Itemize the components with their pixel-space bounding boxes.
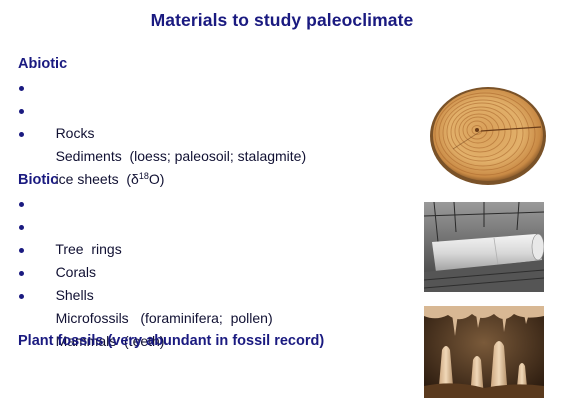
list-item-text: Microfossils (foraminifera; pollen) (55, 310, 273, 326)
isotope-superscript: 18 (138, 171, 149, 181)
bullet-icon (19, 248, 24, 253)
list-item: Sediments (loess; paleosoil; stalagmite) (18, 99, 306, 164)
abiotic-heading: Abiotic (18, 56, 68, 72)
list-item-text-prefix: ice sheets (δ (55, 171, 139, 187)
list-item-text: Tree rings (55, 241, 122, 257)
list-item: ice sheets (δ18O) (18, 122, 306, 187)
list-item-text: Sediments (loess; paleosoil; stalagmite) (55, 148, 307, 164)
plant-fossils-heading: Plant fossils (very abundant in fossil r… (18, 333, 325, 349)
list-item-text: Mammals (teeth) (55, 333, 165, 349)
biotic-heading: Biotic (18, 172, 59, 188)
cave-stalagmite-photo (424, 306, 544, 398)
abiotic-list: Rocks Sediments (loess; paleosoil; stala… (18, 76, 306, 187)
list-item: Corals (18, 215, 273, 280)
list-item-text-suffix: O) (148, 171, 165, 187)
tree-ring-cross-section-photo (423, 79, 553, 189)
list-item-text: Rocks (55, 125, 95, 141)
bullet-icon (19, 271, 24, 276)
bullet-icon (19, 202, 24, 207)
list-item: Rocks (18, 76, 306, 141)
list-item: Microfossils (foraminifera; pollen) (18, 261, 273, 326)
list-item-text: Shells (55, 287, 94, 303)
list-item: Mammals (teeth) (18, 284, 273, 349)
ice-core-photo (424, 202, 544, 292)
bullet-icon (19, 294, 24, 299)
bullet-icon (19, 86, 24, 91)
slide-title: Materials to study paleoclimate (150, 10, 414, 30)
list-item: Tree rings (18, 192, 273, 257)
bullet-icon (19, 132, 24, 137)
bullet-icon (19, 109, 24, 114)
biotic-list: Tree rings Corals Shells Microfossils (f… (18, 192, 273, 349)
bullet-icon (19, 225, 24, 230)
list-item: Shells (18, 238, 273, 303)
list-item-text: Corals (55, 264, 97, 280)
